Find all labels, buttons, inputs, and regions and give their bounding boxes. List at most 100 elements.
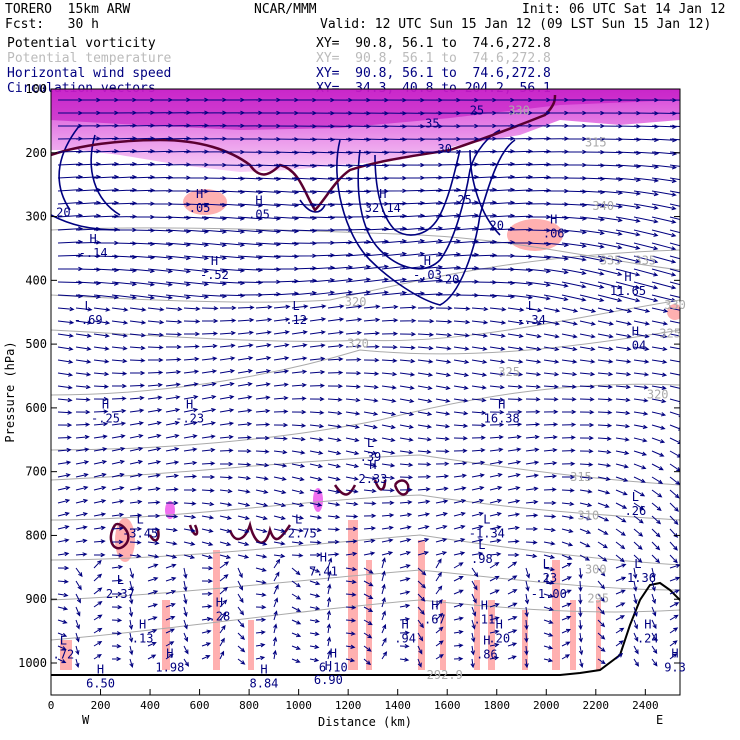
legend-pv: Potential vorticity <box>7 36 156 51</box>
vector-arrow <box>489 410 505 415</box>
extremum-value: .28 <box>209 609 231 623</box>
vector-arrow <box>363 150 390 155</box>
vector-arrow <box>579 462 594 467</box>
vector-arrow <box>75 632 80 643</box>
vector-arrow <box>489 512 502 517</box>
vector-arrow <box>219 574 229 582</box>
vector-arrow <box>255 356 272 361</box>
extremum-value: .26 <box>625 504 647 518</box>
vector-arrow <box>165 500 179 506</box>
vector-arrow <box>489 616 500 621</box>
vector-arrow <box>669 411 680 418</box>
vector-arrow <box>93 434 108 439</box>
vector-arrow <box>561 320 578 326</box>
vector-arrow <box>75 447 90 452</box>
vector-arrow <box>543 447 558 453</box>
vector-arrow <box>363 384 379 390</box>
vector-arrow <box>165 357 182 362</box>
extremum-value: .86 <box>476 648 498 662</box>
vector-arrow <box>327 424 343 429</box>
vector-arrow <box>75 384 91 390</box>
vector-arrow <box>651 346 668 352</box>
vector-arrow <box>93 559 102 569</box>
vector-arrow <box>417 619 424 629</box>
vector-arrow <box>183 319 201 324</box>
vector-arrow <box>345 501 359 507</box>
vector-arrow <box>399 538 412 543</box>
vector-arrow <box>651 593 657 605</box>
vector-arrow <box>633 385 649 390</box>
theta-contour-label: 325 <box>659 327 681 341</box>
vector-arrow <box>345 631 356 636</box>
vector-arrow <box>669 99 680 101</box>
vector-arrow <box>255 435 270 441</box>
vector-arrow <box>543 580 555 585</box>
vector-arrow <box>93 614 103 621</box>
vector-arrow <box>669 450 680 458</box>
vector-arrow <box>651 398 667 404</box>
vector-arrow <box>525 188 552 193</box>
vector-arrow <box>507 422 523 427</box>
vector-arrow <box>633 346 650 351</box>
vector-arrow <box>507 384 523 390</box>
vector-arrow <box>75 580 82 591</box>
vector-arrow <box>507 552 520 558</box>
vector-arrow <box>507 473 521 478</box>
vector-arrow <box>363 526 377 531</box>
vector-arrow <box>363 450 378 456</box>
vector-arrow <box>201 488 215 493</box>
wind-contour-label: 35 <box>425 116 439 130</box>
vector-arrow <box>561 255 587 262</box>
vector-arrow <box>381 583 386 595</box>
vector-arrow <box>471 460 486 465</box>
vector-arrow <box>579 475 594 481</box>
vector-arrow <box>435 474 450 479</box>
extremum-value: 8.84 <box>250 676 279 690</box>
vector-arrow <box>273 597 279 608</box>
vector-arrow <box>93 525 106 531</box>
vector-arrow <box>363 551 376 556</box>
vector-arrow <box>273 382 289 387</box>
extremum-marker: H <box>644 618 651 632</box>
vector-arrow <box>578 645 584 656</box>
vector-arrow <box>219 612 227 621</box>
vector-arrow <box>651 632 657 642</box>
vector-arrow <box>309 540 322 545</box>
vector-arrow <box>399 277 426 283</box>
vector-arrow <box>579 307 597 313</box>
vector-arrow <box>489 320 507 325</box>
vector-arrow <box>93 447 108 452</box>
vector-arrow <box>615 410 631 416</box>
vector-arrow <box>237 632 245 641</box>
vector-arrow <box>165 407 181 413</box>
vector-arrow <box>219 637 225 647</box>
vector-arrow <box>471 423 487 428</box>
vector-arrow <box>291 463 306 468</box>
vector-arrow <box>129 593 134 605</box>
extremum-value: -.03 <box>413 268 442 282</box>
y-tick-label: 200 <box>25 146 47 160</box>
vector-arrow <box>75 346 92 351</box>
vector-arrow <box>489 397 505 402</box>
vector-arrow <box>93 409 109 414</box>
vector-arrow <box>255 330 272 335</box>
vector-arrow <box>327 552 340 557</box>
vector-arrow <box>345 304 363 309</box>
vector-arrow <box>471 593 477 604</box>
vector-arrow <box>525 486 539 491</box>
vector-arrow <box>309 343 326 348</box>
vector-arrow <box>651 528 661 538</box>
vector-arrow <box>669 216 680 220</box>
vector-arrow <box>669 294 680 298</box>
vector-arrow <box>381 424 396 430</box>
vector-arrow <box>507 359 524 364</box>
vector-arrow <box>183 306 201 311</box>
vector-arrow <box>507 602 518 608</box>
vector-arrow <box>597 645 606 652</box>
vector-arrow <box>669 640 678 647</box>
extremum-value: 9.3 <box>664 660 686 674</box>
vector-arrow <box>651 177 677 184</box>
vector-arrow <box>633 450 648 456</box>
vector-arrow <box>147 307 165 312</box>
